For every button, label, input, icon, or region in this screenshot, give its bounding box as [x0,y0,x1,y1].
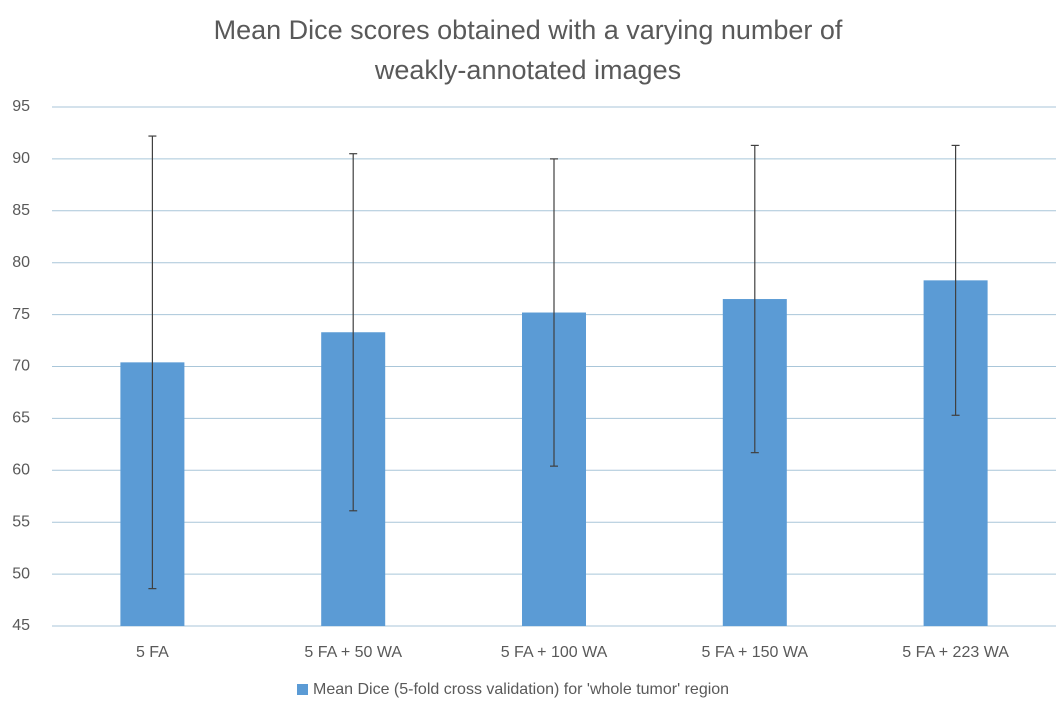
y-tick-label: 60 [12,462,30,479]
y-tick-label: 70 [12,358,30,375]
x-tick-label: 5 FA + 100 WA [501,644,608,661]
y-tick-label: 55 [12,513,30,530]
x-tick-label: 5 FA [136,644,169,661]
y-tick-label: 90 [12,150,30,167]
y-tick-label: 85 [12,202,30,219]
legend-label: Mean Dice (5-fold cross validation) for … [313,681,729,698]
y-tick-label: 65 [12,410,30,427]
chart-title: Mean Dice scores obtained with a varying… [213,15,843,85]
x-tick-label: 5 FA + 150 WA [702,644,809,661]
x-tick-label: 5 FA + 50 WA [304,644,402,661]
x-tick-label: 5 FA + 223 WA [902,644,1009,661]
y-tick-label: 95 [12,98,30,115]
y-tick-label: 45 [12,617,30,634]
legend-swatch [297,684,308,695]
y-tick-label: 80 [12,254,30,271]
y-tick-label: 50 [12,565,30,582]
y-tick-label: 75 [12,306,30,323]
